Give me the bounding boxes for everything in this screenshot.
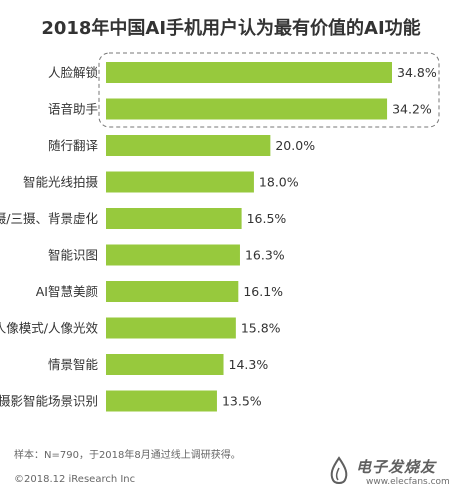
bar: [106, 62, 392, 83]
bar: [106, 171, 254, 193]
category-label: 语音助手: [48, 102, 98, 117]
watermark-url: www.elecfans.com: [366, 477, 450, 487]
category-label: AI双摄/三摄、背景虚化: [0, 211, 98, 226]
source-credit: ©2018.12 iResearch Inc: [14, 474, 136, 485]
value-label: 13.5%: [222, 394, 262, 409]
sample-note: 样本：N=790，于2018年8月通过线上调研获得。: [14, 450, 241, 461]
value-label: 16.1%: [243, 284, 283, 299]
value-label: 18.0%: [259, 175, 299, 190]
value-label: 20.0%: [275, 138, 315, 153]
bar: [106, 317, 236, 339]
bar: [106, 281, 239, 302]
category-label: 智能识图: [48, 248, 98, 263]
category-label: AI人像模式/人像光效: [0, 321, 98, 336]
bar: [106, 135, 271, 156]
category-label: AI摄影智能场景识别: [0, 394, 98, 409]
bar: [106, 208, 242, 229]
bar: [106, 354, 224, 375]
watermark-logo-icon: [330, 456, 348, 484]
value-label: 16.5%: [247, 211, 287, 226]
category-label: AI智慧美颜: [36, 284, 98, 299]
value-label: 34.2%: [392, 102, 432, 117]
category-label: 人脸解锁: [48, 65, 99, 80]
category-label: 情景智能: [48, 357, 99, 372]
watermark: 电子发烧友 www.elecfans.com: [322, 452, 450, 492]
value-label: 14.3%: [229, 357, 269, 372]
bar: [106, 390, 217, 412]
value-label: 16.3%: [245, 248, 285, 263]
bar: [106, 98, 388, 120]
bars-layer: 人脸解锁 34.8% 语音助手 34.2% 随行翻译 20.0% 智能光线拍摄 18.0% AI…: [0, 62, 437, 412]
category-label: 智能光线拍摄: [23, 175, 99, 190]
category-label: 随行翻译: [48, 138, 99, 153]
bar-chart: 人脸解锁 34.8% 语音助手 34.2% 随行翻译 20.0% 智能光线拍摄 18.0% AI…: [0, 52, 440, 412]
value-label: 34.8%: [397, 65, 437, 80]
value-label: 15.8%: [241, 321, 281, 336]
bar: [106, 244, 240, 266]
chart-title: 2018年中国AI手机用户认为最有价值的AI功能: [41, 18, 421, 39]
watermark-brand: 电子发烧友: [356, 458, 437, 476]
